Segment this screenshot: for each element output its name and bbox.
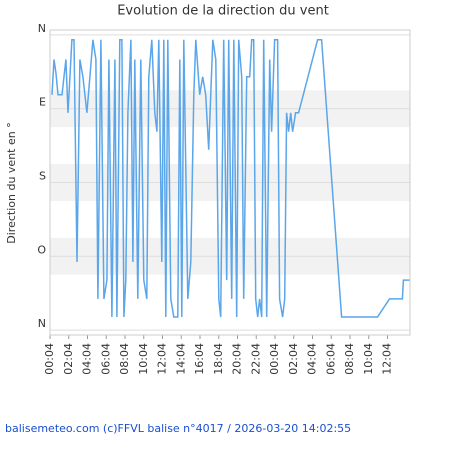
- x-tick-label: 12:04: [156, 343, 169, 375]
- y-axis-label: Direction du vent en °: [5, 122, 18, 243]
- x-tick-label: 14:04: [174, 343, 187, 375]
- x-tick-label: 22:04: [249, 343, 262, 375]
- x-tick-label: 10:04: [137, 343, 150, 375]
- y-tick-label: E: [39, 96, 46, 109]
- x-tick-label: 06:04: [324, 343, 337, 375]
- x-tick-label: 16:04: [193, 343, 206, 375]
- x-tick-label: 04:04: [306, 343, 319, 375]
- y-tick-label: O: [37, 243, 46, 256]
- x-tick-label: 00:04: [43, 343, 56, 375]
- x-tick-label: 00:04: [268, 343, 281, 375]
- x-tick-label: 18:04: [212, 343, 225, 375]
- x-tick-label: 06:04: [99, 343, 112, 375]
- x-tick-label: 08:04: [118, 343, 131, 375]
- wind-line: [51, 39, 410, 318]
- x-tick-label: 10:04: [362, 343, 375, 375]
- chart-title: Evolution de la direction du vent: [117, 4, 329, 19]
- y-tick-label: S: [39, 170, 46, 183]
- footer: balisemeteo.com (c)FFVL balise n°4017 / …: [5, 422, 351, 435]
- x-tick-label: 02:04: [287, 343, 300, 375]
- x-tick-label: 08:04: [343, 343, 356, 375]
- y-tick-label: N: [38, 22, 46, 35]
- x-tick-label: 02:04: [62, 343, 75, 375]
- plot-border: [49, 29, 411, 336]
- x-tick-label: 20:04: [231, 343, 244, 375]
- y-tick-label: N: [38, 317, 46, 330]
- x-tick-label: 12:04: [381, 343, 394, 375]
- x-tick-label: 04:04: [81, 343, 94, 375]
